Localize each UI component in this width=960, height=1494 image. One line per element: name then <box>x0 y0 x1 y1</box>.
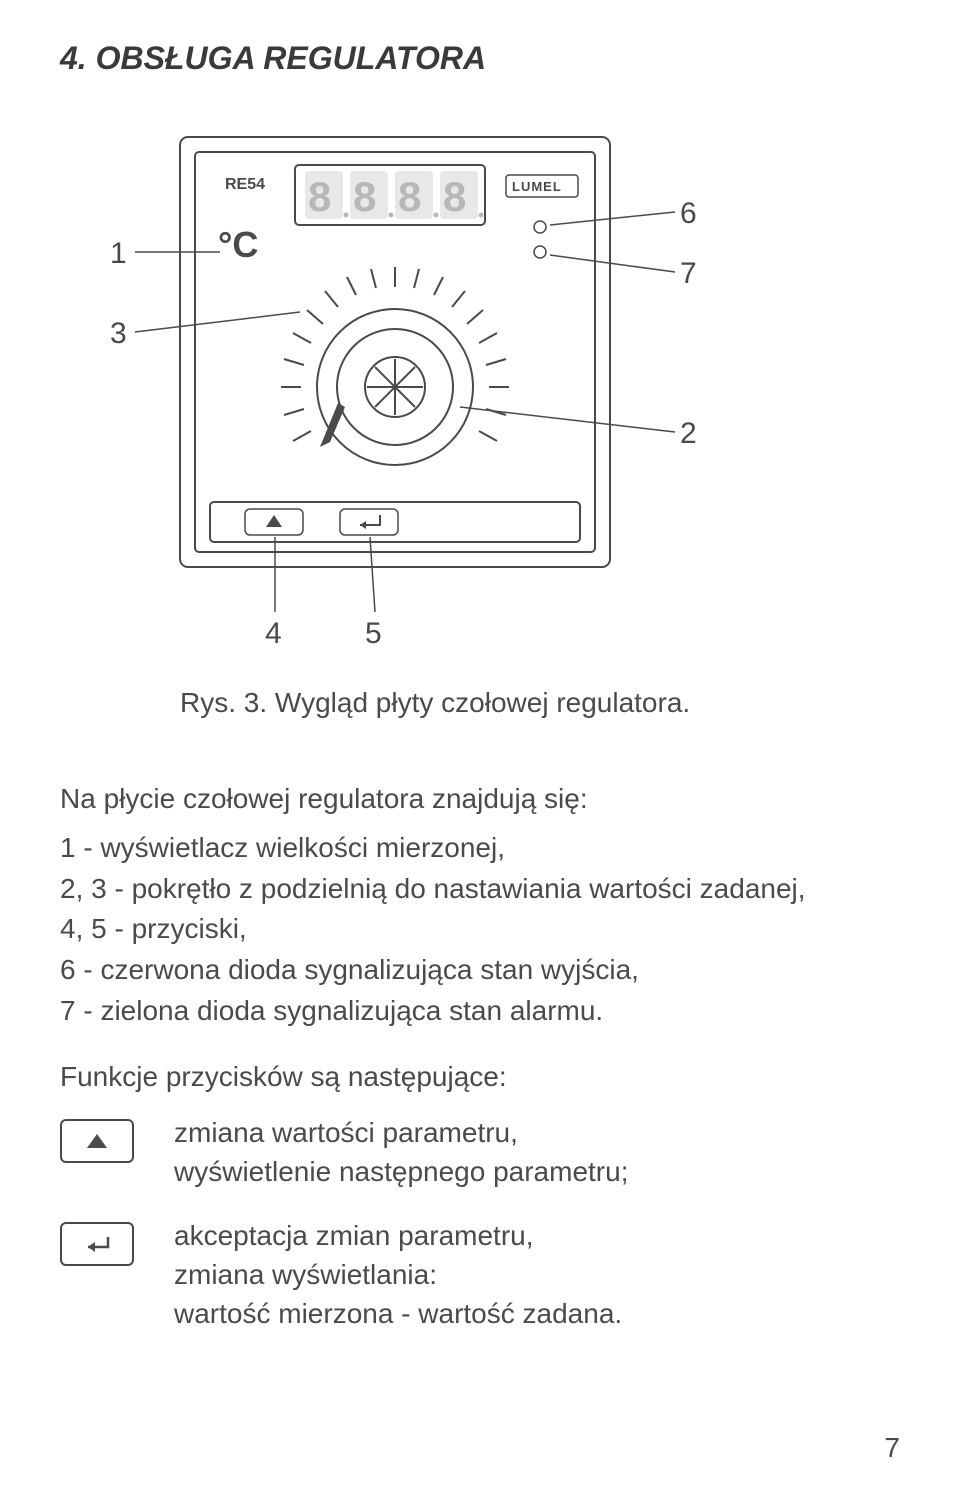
up-button-icon <box>60 1119 134 1163</box>
section-title: 4. OBSŁUGA REGULATORA <box>60 40 900 77</box>
unit-label: °C <box>218 224 258 265</box>
figure-caption: Rys. 3. Wygląd płyty czołowej regulatora… <box>180 687 900 719</box>
led-red <box>534 221 546 233</box>
legend-item: 4, 5 - przyciski, <box>60 909 900 950</box>
legend-item: 2, 3 - pokrętło z podzielnią do nastawia… <box>60 869 900 910</box>
legend-list: 1 - wyświetlacz wielkości mierzonej, 2, … <box>60 828 900 1031</box>
function-row-up: zmiana wartości parametru, wyświetlenie … <box>60 1113 900 1191</box>
legend-item: 7 - zielona dioda sygnalizująca stan ala… <box>60 991 900 1032</box>
legend-intro: Na płycie czołowej regulatora znajdują s… <box>60 779 900 818</box>
svg-text:8: 8 <box>398 173 421 220</box>
device-svg: RE54 °C 8 8 8 8 LUMEL <box>60 107 780 667</box>
svg-text:8: 8 <box>443 173 466 220</box>
legend-item: 1 - wyświetlacz wielkości mierzonej, <box>60 828 900 869</box>
enter-button-icon <box>60 1222 134 1266</box>
device-figure: 1 3 6 7 2 4 5 RE54 °C 8 8 8 8 <box>60 107 780 667</box>
svg-text:8: 8 <box>353 173 376 220</box>
function-row-enter: akceptacja zmian parametru, zmiana wyświ… <box>60 1216 900 1334</box>
function-up-text: zmiana wartości parametru, wyświetlenie … <box>174 1113 628 1191</box>
legend-item: 6 - czerwona dioda sygnalizująca stan wy… <box>60 950 900 991</box>
led-green <box>534 246 546 258</box>
svg-text:8: 8 <box>308 173 331 220</box>
functions-title: Funkcje przycisków są następujące: <box>60 1061 900 1093</box>
function-enter-text: akceptacja zmian parametru, zmiana wyświ… <box>174 1216 622 1334</box>
page-number: 7 <box>884 1432 900 1464</box>
button-enter <box>340 509 398 535</box>
model-label: RE54 <box>225 176 265 193</box>
brand-label: LUMEL <box>512 179 562 194</box>
